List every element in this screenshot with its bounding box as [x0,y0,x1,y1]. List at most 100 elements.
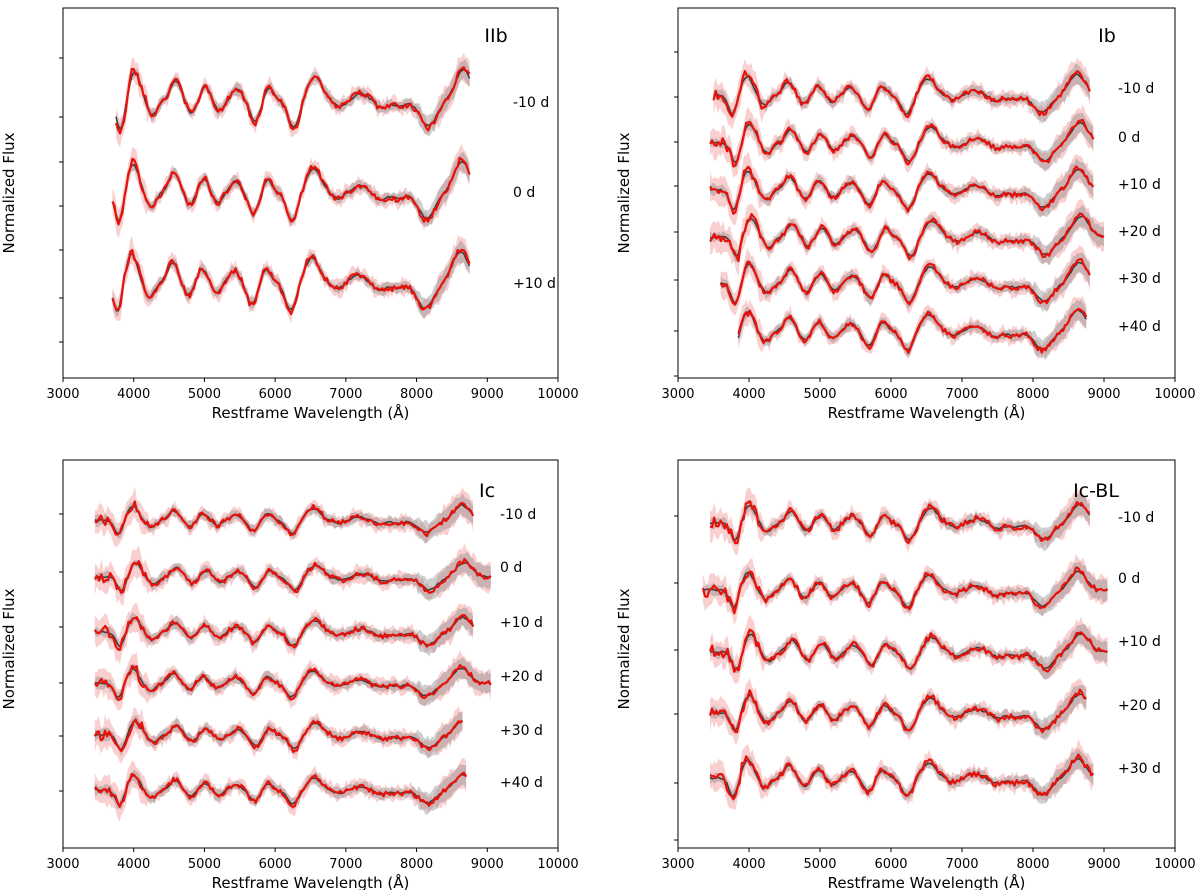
observed-spectrum-line [93,718,464,753]
observed-uncertainty-band [112,234,470,324]
model-spectrum-line [94,667,491,698]
observed-spectrum-line [712,70,1091,119]
x-tick-label: 8000 [1016,387,1049,402]
epoch-label: 0 d [1118,571,1140,587]
epoch-label: 0 d [500,560,522,576]
epoch-label: +40 d [500,775,543,791]
observed-spectrum-line [93,557,492,594]
x-tick-label: 7000 [945,387,978,402]
epoch-label: +10 d [1118,177,1161,193]
model-uncertainty-band [710,493,1090,551]
plot-area [93,486,492,822]
model-uncertainty-band [710,157,1094,218]
axes-frame [677,7,1176,379]
panel-title: Ic-BL [1073,480,1119,502]
observed-spectrum-line [111,248,471,316]
observed-uncertainty-band [720,245,1090,316]
epoch-label: 0 d [513,185,535,201]
observed-spectrum-line [114,66,471,135]
epoch-label: +40 d [1118,319,1161,335]
x-axis-label: Restframe Wavelength (Å) [212,873,410,890]
model-uncertainty-band [713,63,1090,124]
epoch-label: +30 d [500,723,543,739]
observed-uncertainty-band [710,678,1087,744]
x-tick-label: 5000 [803,387,836,402]
x-tick-label: 9000 [471,857,504,872]
x-tick-label: 3000 [661,857,694,872]
epoch-label: -10 d [513,95,549,111]
observed-spectrum-line [94,500,475,538]
observed-uncertainty-band [713,57,1090,130]
x-tick-label: 3000 [46,387,79,402]
epoch-label: -10 d [500,507,536,523]
x-tick-label: 6000 [259,387,292,402]
epoch-label: +30 d [1118,271,1161,287]
x-tick-label: 7000 [329,857,362,872]
x-axis-label: Restframe Wavelength (Å) [828,873,1026,890]
x-tick-label: 7000 [945,857,978,872]
x-tick-label: 8000 [400,387,433,402]
observed-spectrum-line [709,118,1095,168]
panel-title: Ib [1098,25,1116,47]
model-uncertainty-band [116,59,470,137]
x-tick-label: 6000 [259,857,292,872]
panel-title: IIb [484,25,507,47]
x-tick-label: 4000 [732,387,765,402]
observed-spectrum-line [708,628,1108,673]
epoch-label: +10 d [513,276,556,292]
model-spectrum-line [115,68,471,130]
x-tick-label: 5000 [803,857,836,872]
observed-spectrum-line [701,566,1109,615]
observed-spectrum-line [708,688,1087,734]
observed-uncertainty-band [710,487,1090,556]
model-uncertainty-band [94,493,474,544]
y-axis-label: Normalized Flux [615,132,633,253]
observed-spectrum-line [737,307,1088,355]
model-uncertainty-band [710,748,1094,804]
panel-1: -10 d 0 d +10 d +20 d +30 d +40 d 3000 4000 5000… [615,7,1196,422]
observed-uncertainty-band [94,486,474,547]
x-tick-label: 5000 [188,387,221,402]
observed-uncertainty-band [116,52,470,148]
observed-uncertainty-band [702,553,1108,626]
model-uncertainty-band [710,113,1094,172]
observed-spectrum-line [709,753,1095,801]
observed-spectrum-line [111,156,471,226]
observed-uncertainty-band [94,543,491,606]
plot-area [701,487,1109,810]
x-tick-label: 4000 [117,387,150,402]
model-uncertainty-band [94,551,491,602]
model-uncertainty-band [710,204,1104,266]
model-uncertainty-band [112,240,470,320]
epoch-label: +20 d [1118,224,1161,240]
x-tick-label: 7000 [329,387,362,402]
x-tick-label: 6000 [874,857,907,872]
x-tick-label: 3000 [661,387,694,402]
observed-spectrum-line [709,500,1091,545]
epoch-label: +10 d [500,615,543,631]
model-uncertainty-band [702,561,1108,617]
x-tick-label: 9000 [1087,387,1120,402]
observed-uncertainty-band [710,104,1094,178]
model-uncertainty-band [710,684,1087,740]
observed-spectrum-line [94,771,468,808]
x-tick-label: 4000 [732,857,765,872]
epoch-label: +20 d [1118,698,1161,714]
observed-uncertainty-band [710,614,1108,684]
x-tick-label: 10000 [537,857,578,872]
x-tick-label: 4000 [117,857,150,872]
observed-spectrum-line [719,258,1091,306]
axes-frame [677,459,1176,849]
observed-spectrum-line [709,212,1105,263]
y-axis-label: Normalized Flux [0,132,18,253]
y-axis-label: Normalized Flux [0,588,18,709]
epoch-label: +10 d [1118,634,1161,650]
panel-0: -10 d 0 d +10 d 3000 4000 5000 6000 7000 8000 900… [0,7,579,422]
x-axis-label: Restframe Wavelength (Å) [212,403,410,422]
observed-uncertainty-band [738,295,1087,360]
model-uncertainty-band [112,152,470,228]
observed-spectrum-line [93,614,475,651]
panel-2: -10 d 0 d +10 d +20 d +30 d +40 d 3000 4000 5000… [0,459,579,892]
observed-spectrum-line [709,165,1095,215]
panel-title: Ic [479,480,495,502]
